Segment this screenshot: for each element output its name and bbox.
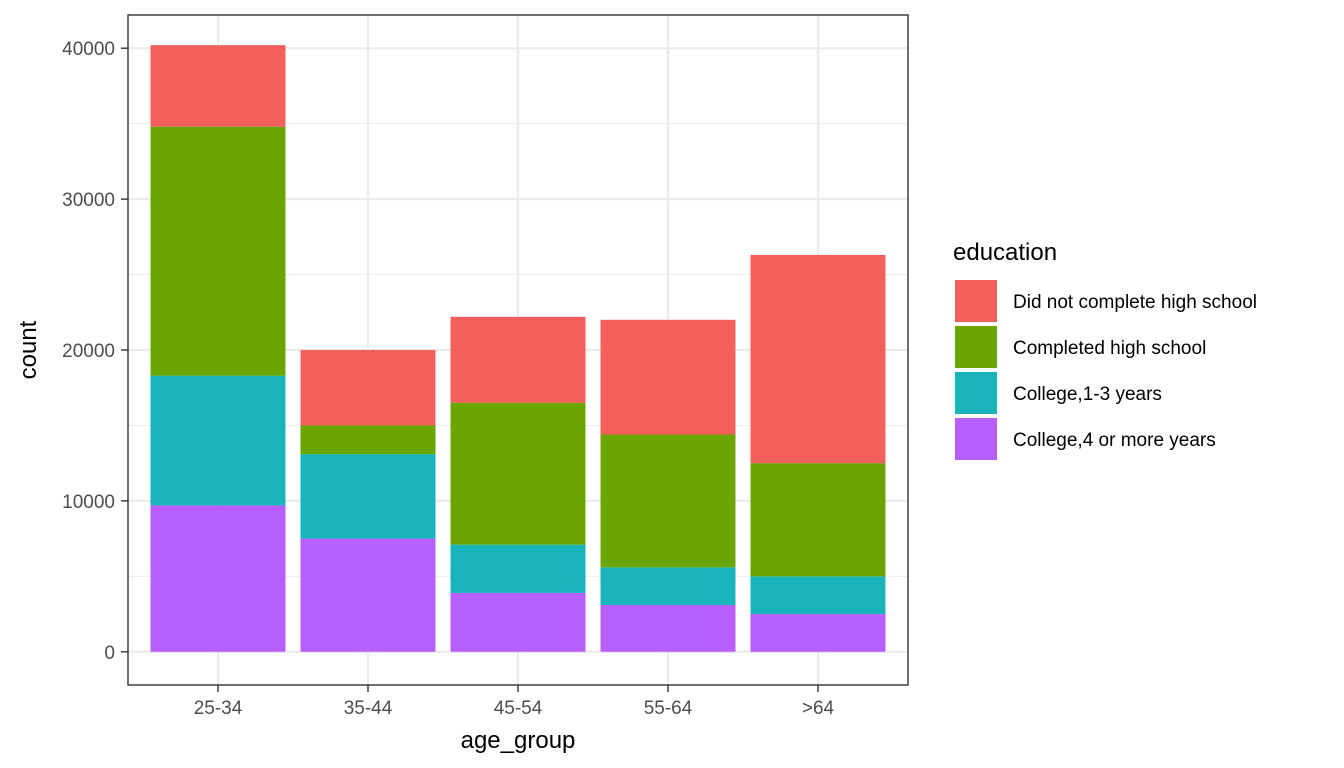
bar-segment [450,544,586,593]
x-tick-label: 55-64 [644,698,693,719]
legend-key [955,372,997,414]
bar-segment [450,402,586,545]
bar-segment [600,605,736,652]
bar-segment [600,319,736,435]
bar-segment [450,592,586,652]
y-tick-label: 10000 [62,492,115,513]
bar-segment [150,126,286,376]
y-axis-ticks: 0 10000 20000 30000 40000 [62,39,128,664]
y-axis-title: count [15,320,42,379]
legend-title: education [953,239,1057,266]
bar-segment [300,538,436,652]
legend-key [955,326,997,368]
x-tick-label: >64 [802,698,835,719]
bar-segment [150,375,286,506]
bar-segment [600,434,736,568]
x-axis-title: age_group [461,727,576,754]
bar-segment [750,254,886,464]
x-tick-label: 45-54 [494,698,543,719]
legend-label: Completed high school [1013,338,1206,359]
bar-segment [600,567,736,606]
bar-segment [150,45,286,127]
bar-segment [300,425,436,455]
x-tick-label: 25-34 [194,698,243,719]
y-tick-label: 40000 [62,39,115,60]
bar-segment [300,350,436,426]
bar-segment [750,576,886,615]
bar-segment [750,463,886,577]
x-axis-ticks: 25-34 35-44 45-54 55-64 >64 [194,685,835,719]
x-tick-label: 35-44 [344,698,393,719]
bars [150,45,886,652]
legend-key [955,418,997,460]
legend-label: Did not complete high school [1013,292,1257,313]
y-tick-label: 20000 [62,341,115,362]
legend-key [955,280,997,322]
legend: Did not complete high school Completed hi… [955,280,1257,460]
legend-label: College,4 or more years [1013,430,1216,451]
bar-segment [450,316,586,403]
legend-label: College,1-3 years [1013,384,1162,405]
bar-segment [300,454,436,539]
y-tick-label: 30000 [62,190,115,211]
y-tick-label: 0 [104,643,115,664]
bar-segment [750,614,886,652]
bar-segment [150,505,286,652]
